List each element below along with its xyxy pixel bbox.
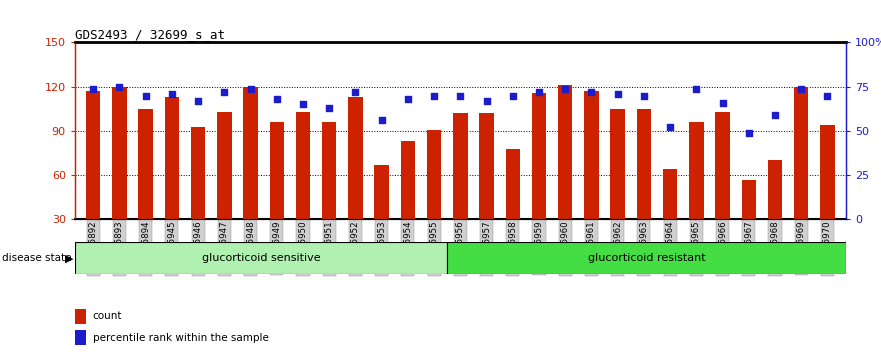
Bar [453, 113, 468, 219]
Point [768, 112, 782, 118]
Bar [348, 97, 363, 219]
Bar [532, 93, 546, 219]
Text: disease state: disease state [2, 253, 71, 263]
Point [427, 93, 441, 98]
Bar [217, 112, 232, 219]
Text: count: count [93, 311, 122, 321]
Point [715, 100, 729, 105]
Point [637, 93, 651, 98]
Bar [689, 122, 704, 219]
Point [374, 118, 389, 123]
Point [113, 84, 127, 90]
Point [689, 86, 703, 91]
Bar [75, 309, 86, 324]
Bar [794, 87, 809, 219]
Bar [742, 180, 756, 219]
Bar [715, 112, 729, 219]
Bar [374, 165, 389, 219]
Point [243, 86, 257, 91]
Bar [584, 91, 598, 219]
Point [218, 89, 232, 95]
Point [794, 86, 808, 91]
Point [296, 102, 310, 107]
Point [165, 91, 179, 97]
Bar [165, 97, 179, 219]
Point [454, 93, 468, 98]
Bar [75, 242, 447, 274]
Bar [296, 112, 310, 219]
Bar [243, 87, 258, 219]
Text: percentile rank within the sample: percentile rank within the sample [93, 332, 269, 343]
Text: ▶: ▶ [65, 253, 74, 263]
Bar [767, 160, 782, 219]
Point [663, 125, 677, 130]
Text: glucorticoid sensitive: glucorticoid sensitive [202, 253, 321, 263]
Bar [322, 122, 337, 219]
Point [742, 130, 756, 136]
Point [559, 86, 573, 91]
Bar [611, 109, 625, 219]
Bar [506, 149, 520, 219]
Bar [191, 127, 205, 219]
Point [584, 89, 598, 95]
Point [86, 86, 100, 91]
Bar [479, 113, 493, 219]
Point [270, 96, 284, 102]
Bar [447, 242, 846, 274]
Point [401, 96, 415, 102]
Bar [637, 109, 651, 219]
Bar [138, 109, 153, 219]
Point [532, 89, 546, 95]
Bar [820, 125, 834, 219]
Point [191, 98, 205, 104]
Point [820, 93, 834, 98]
Bar [75, 330, 86, 345]
Text: GDS2493 / 32699_s_at: GDS2493 / 32699_s_at [75, 28, 225, 41]
Bar [427, 130, 441, 219]
Bar [270, 122, 284, 219]
Bar [558, 85, 573, 219]
Point [138, 93, 152, 98]
Bar [663, 169, 677, 219]
Point [322, 105, 337, 111]
Point [611, 91, 625, 97]
Text: glucorticoid resistant: glucorticoid resistant [588, 253, 705, 263]
Bar [401, 141, 415, 219]
Point [348, 89, 362, 95]
Bar [112, 87, 127, 219]
Point [506, 93, 520, 98]
Bar [86, 91, 100, 219]
Point [479, 98, 493, 104]
